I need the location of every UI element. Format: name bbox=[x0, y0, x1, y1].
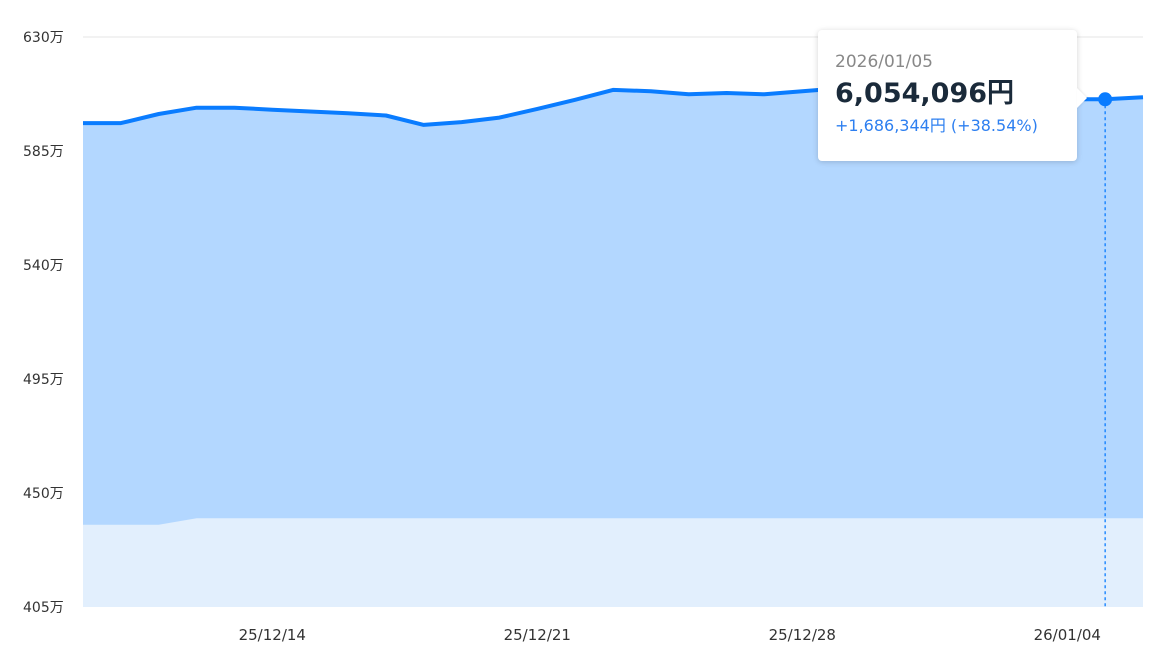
x-tick-label: 25/12/14 bbox=[239, 626, 306, 644]
x-tick-label: 25/12/28 bbox=[769, 626, 836, 644]
x-axis: 25/12/14 25/12/21 25/12/28 26/01/04 bbox=[239, 626, 1101, 644]
y-tick-label: 495万 bbox=[23, 372, 64, 388]
tooltip-change: +1,686,344円 (+38.54%) bbox=[835, 116, 1038, 135]
tooltip-value: 6,054,096円 bbox=[835, 78, 1015, 109]
tooltip: 2026/01/05 6,054,096円 +1,686,344円 (+38.5… bbox=[818, 30, 1077, 161]
x-tick-label: 25/12/21 bbox=[504, 626, 571, 644]
cursor-point[interactable] bbox=[1098, 92, 1113, 107]
x-tick-label: 26/01/04 bbox=[1034, 626, 1101, 644]
y-axis: 630万 585万 540万 495万 450万 405万 bbox=[23, 30, 64, 616]
tooltip-date: 2026/01/05 bbox=[835, 52, 933, 72]
y-tick-label: 450万 bbox=[23, 486, 64, 502]
valuation-area bbox=[83, 86, 1143, 607]
y-tick-label: 630万 bbox=[23, 30, 64, 46]
principal-area bbox=[83, 518, 1143, 607]
y-tick-label: 540万 bbox=[23, 258, 64, 274]
y-tick-label: 585万 bbox=[23, 144, 64, 160]
y-tick-label: 405万 bbox=[23, 600, 64, 616]
